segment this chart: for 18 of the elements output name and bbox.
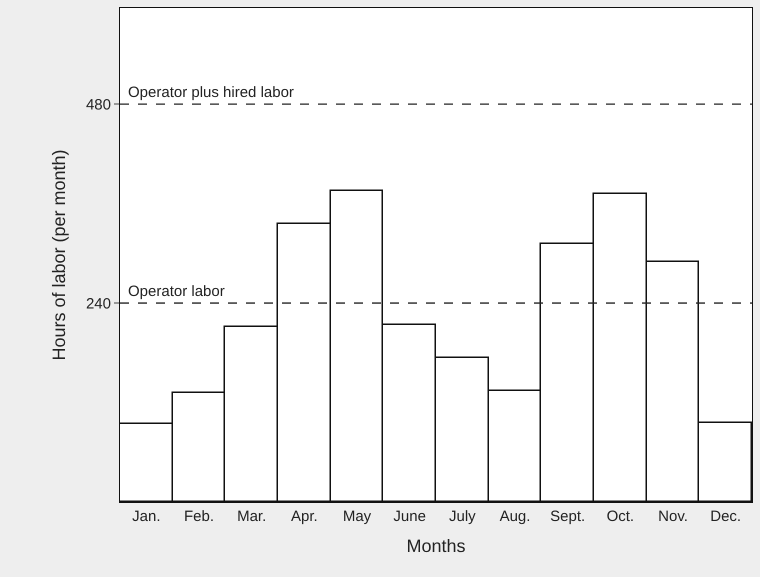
y-axis-title: Hours of labor (per month) bbox=[49, 149, 70, 361]
x-tick-label: July bbox=[448, 508, 476, 525]
y-tick-label: 480 bbox=[86, 96, 111, 114]
x-tick-label: June bbox=[393, 508, 426, 525]
x-tick-label: Apr. bbox=[290, 508, 318, 525]
x-tick-label: Feb. bbox=[184, 508, 214, 525]
ref-line-label: Operator labor bbox=[128, 283, 225, 300]
x-tick-label: Aug. bbox=[500, 508, 530, 525]
ref-line-label: Operator plus hired labor bbox=[128, 84, 294, 101]
x-tick-label: Jan. bbox=[132, 508, 161, 525]
x-tick-label: Dec. bbox=[710, 508, 742, 525]
x-axis-title: Months bbox=[406, 536, 466, 556]
x-tick-label: May bbox=[342, 508, 372, 525]
x-tick-label: Sept. bbox=[550, 508, 586, 525]
x-tick-label: Oct. bbox=[606, 508, 634, 525]
x-tick-label: Nov. bbox=[658, 508, 688, 525]
y-tick-label: 240 bbox=[86, 295, 111, 312]
x-tick-label: Mar. bbox=[237, 508, 266, 525]
